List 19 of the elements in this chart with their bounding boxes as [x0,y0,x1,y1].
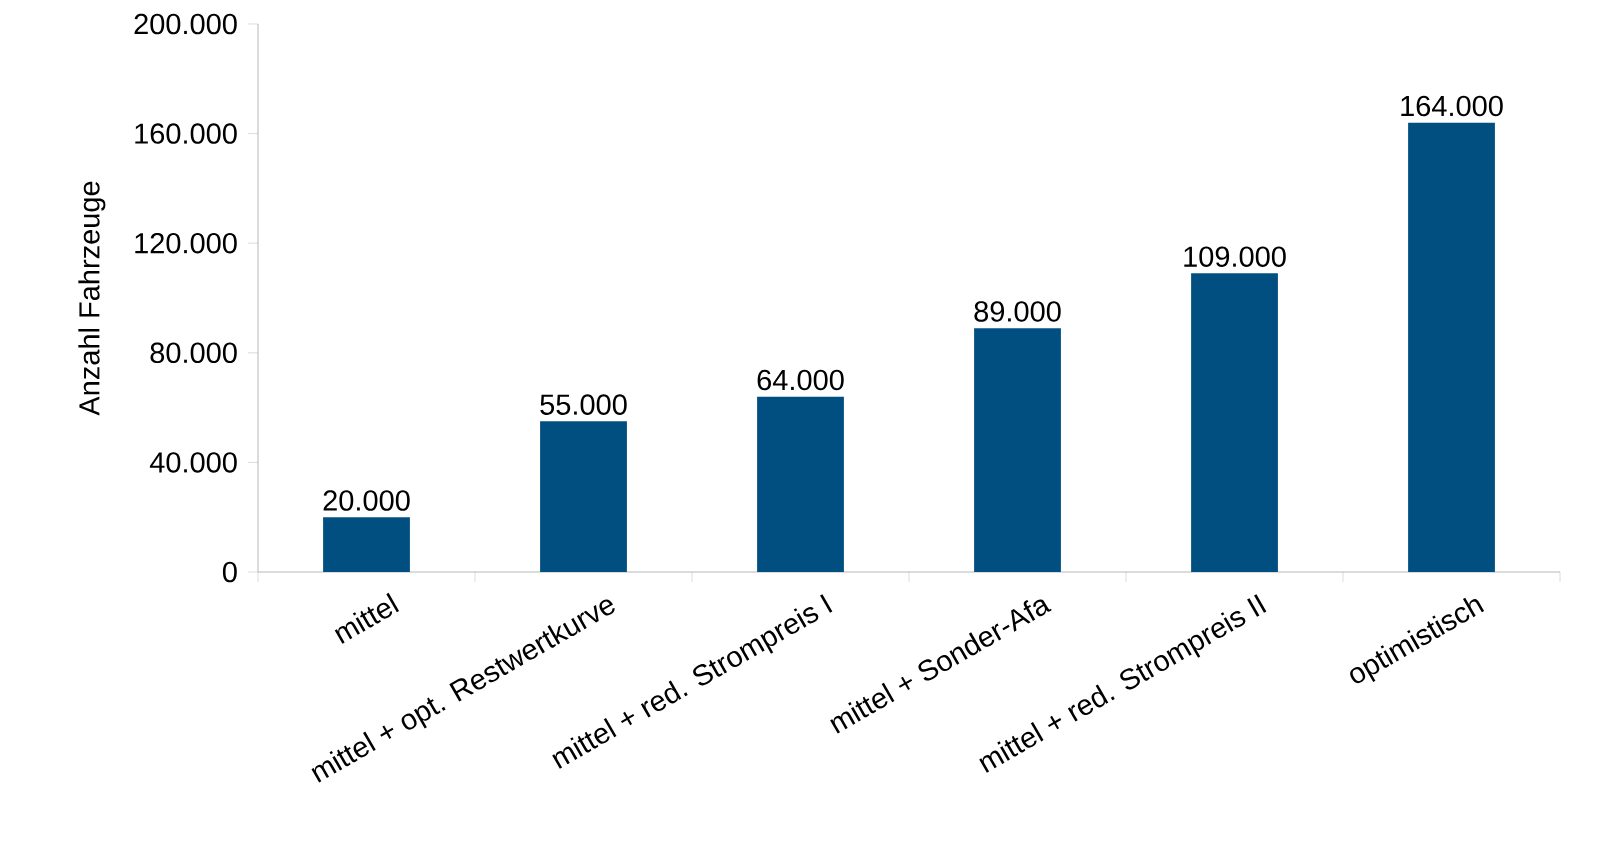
y-tick-label: 160.000 [135,123,237,144]
bar [1408,122,1495,572]
bar [323,517,410,572]
bar [540,421,627,572]
y-axis-title: Anzahl Fahrzeuge [78,181,106,416]
data-label: 64.000 [757,369,844,391]
bar [757,396,844,572]
y-tick-label: 0 [222,561,237,583]
data-label: 109.000 [1184,246,1286,267]
y-tick-label: 200.000 [134,13,237,35]
y-tick-label: 80.000 [150,342,237,364]
bar [974,328,1061,572]
data-label: 89.000 [974,301,1061,322]
data-label: 164.000 [1401,95,1503,117]
bar [1191,273,1278,572]
y-tick-label: 40.000 [149,452,237,473]
data-label: 20.000 [323,490,410,511]
y-tick-label: 120.000 [135,232,237,254]
data-label: 55.000 [540,394,627,415]
